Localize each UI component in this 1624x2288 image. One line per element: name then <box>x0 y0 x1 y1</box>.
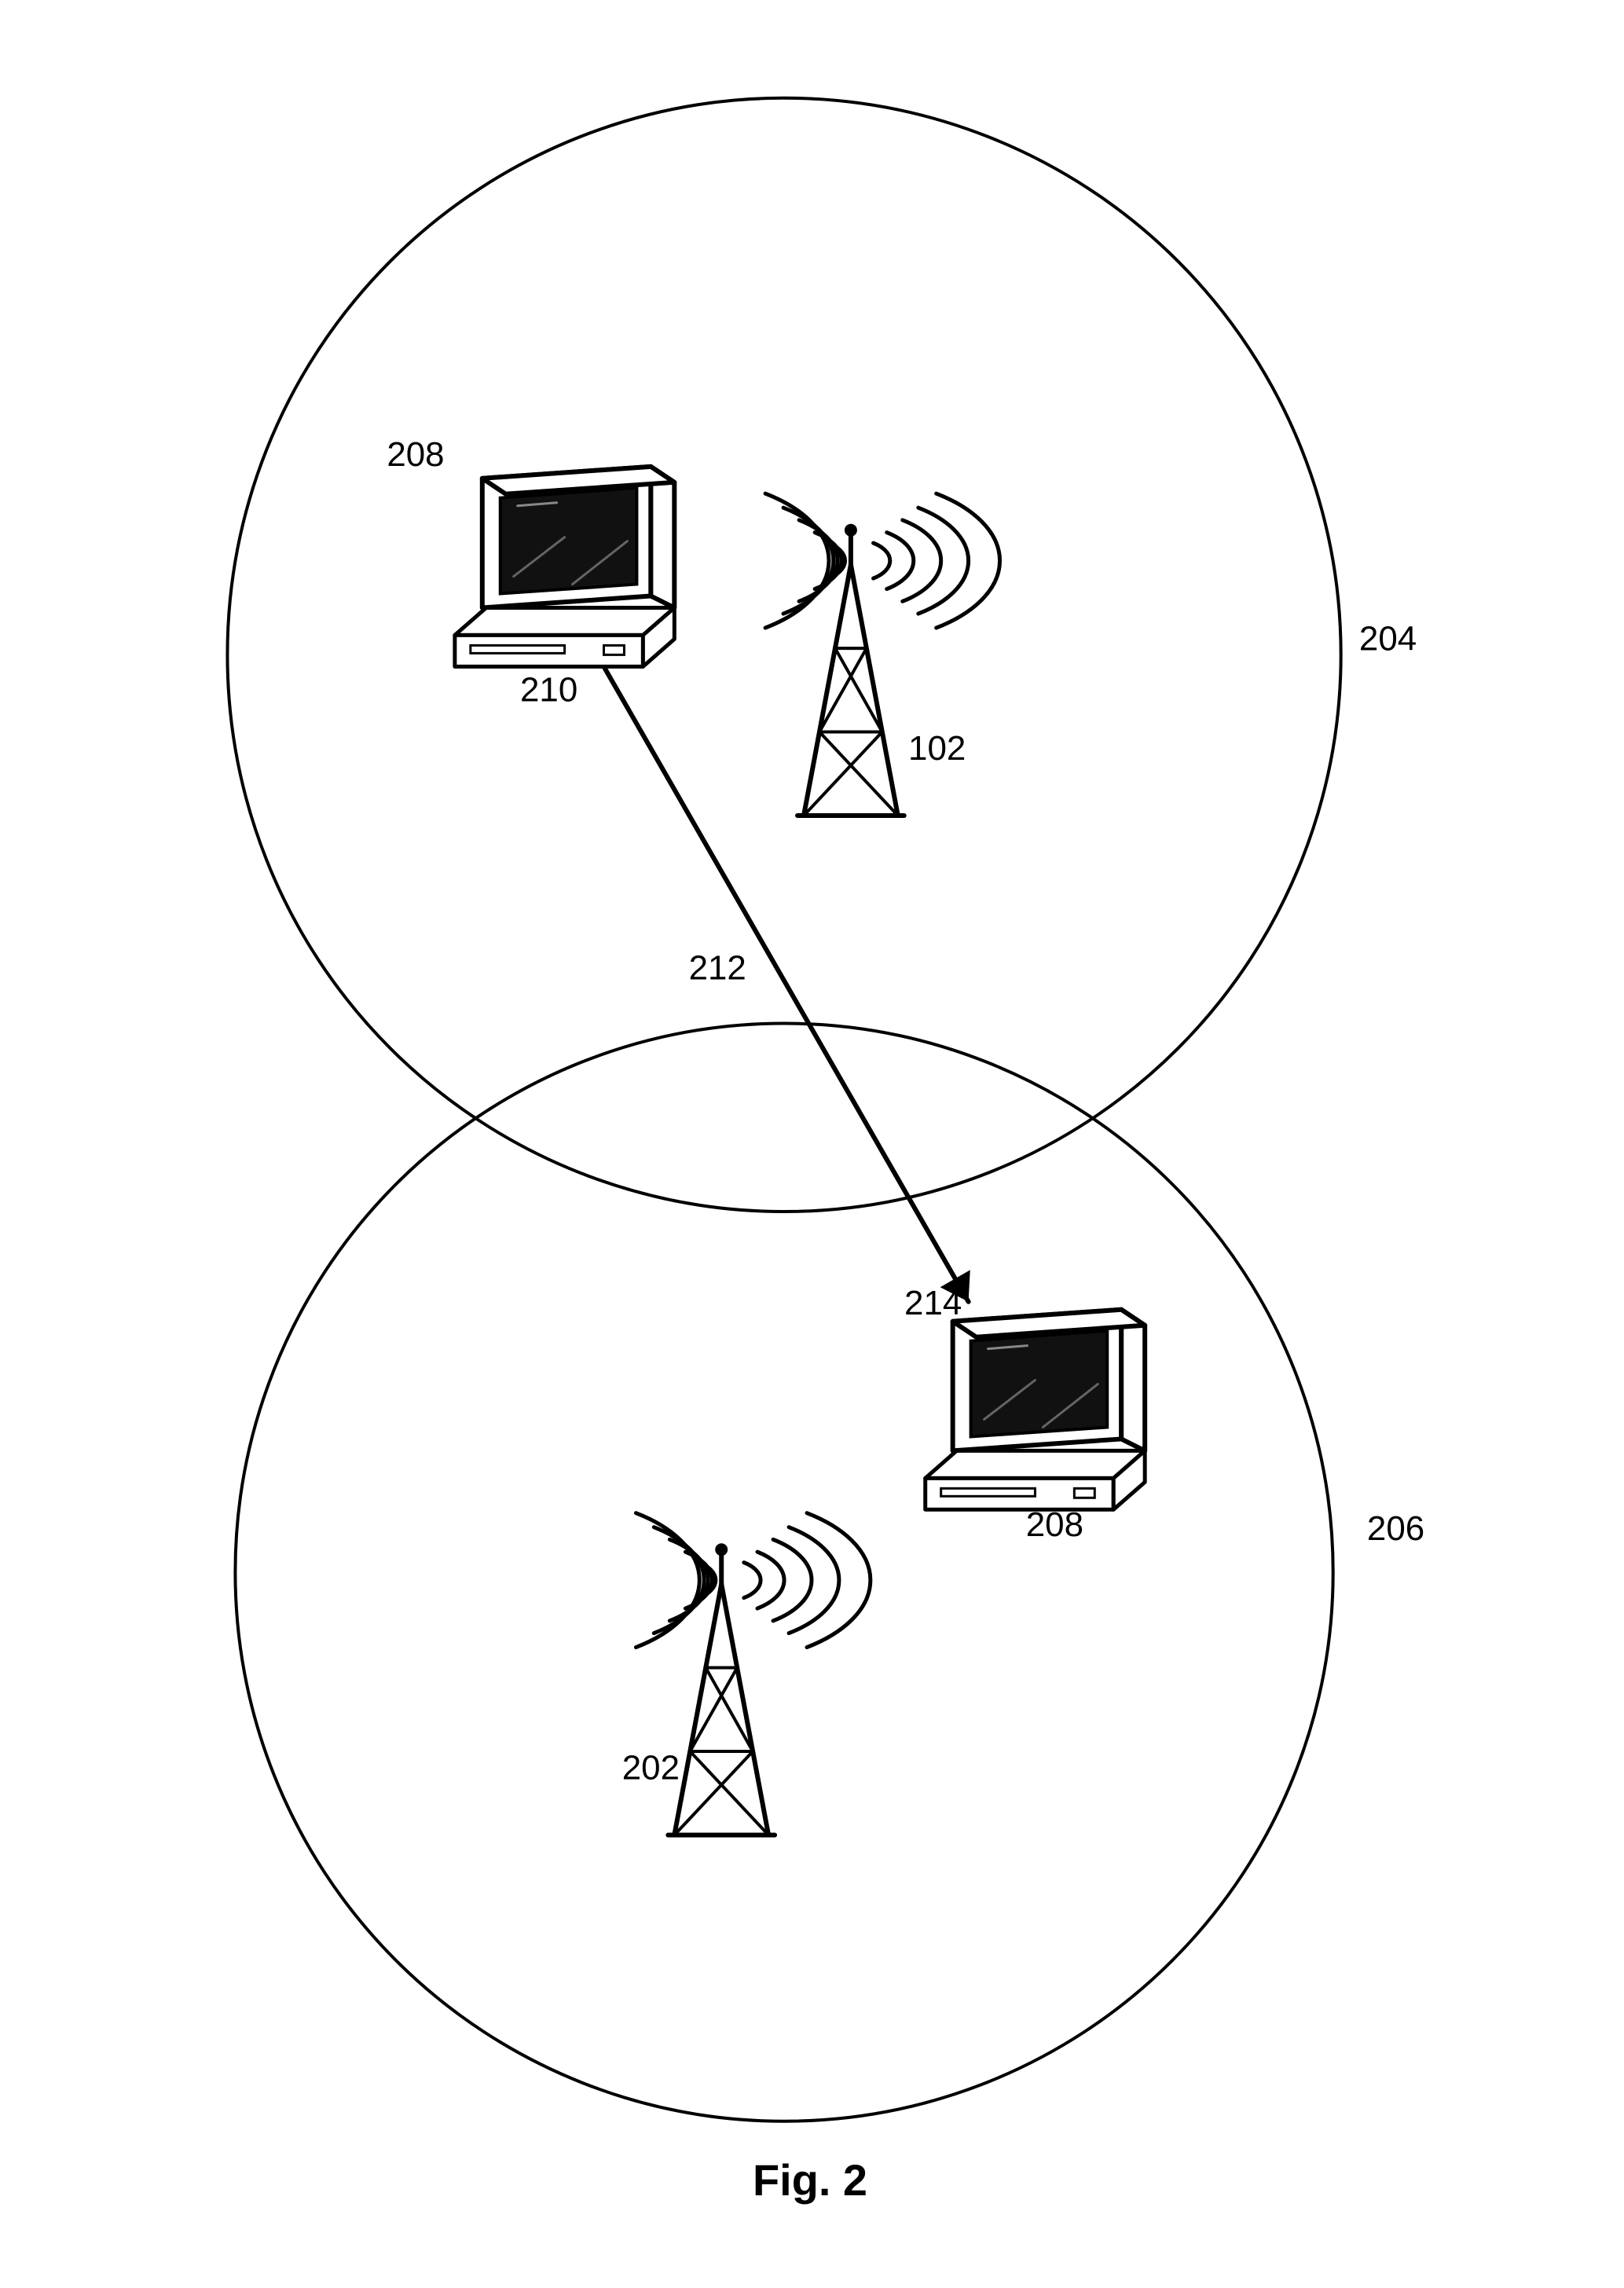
label-210-l210: 210 <box>520 670 577 710</box>
label-208-l208b: 208 <box>1026 1505 1083 1545</box>
diagram-stage: 208 210 102 204 212 214 208 206 202 Fig. 2 <box>0 0 1621 2283</box>
computer-top <box>455 467 674 667</box>
computer-bottom <box>926 1310 1145 1510</box>
label-214-l214: 214 <box>904 1284 962 1323</box>
label-212-l212: 212 <box>689 949 746 988</box>
label-204-l204: 204 <box>1359 619 1417 658</box>
diagram-svg <box>0 0 1621 2283</box>
label-102-l102: 102 <box>908 729 966 768</box>
label-202-l202: 202 <box>622 1749 680 1788</box>
label-208-l208a: 208 <box>387 435 444 475</box>
figure-caption: Fig. 2 <box>753 2154 867 2206</box>
label-206-l206: 206 <box>1367 1509 1424 1549</box>
coverage-circle-top <box>227 98 1340 1212</box>
